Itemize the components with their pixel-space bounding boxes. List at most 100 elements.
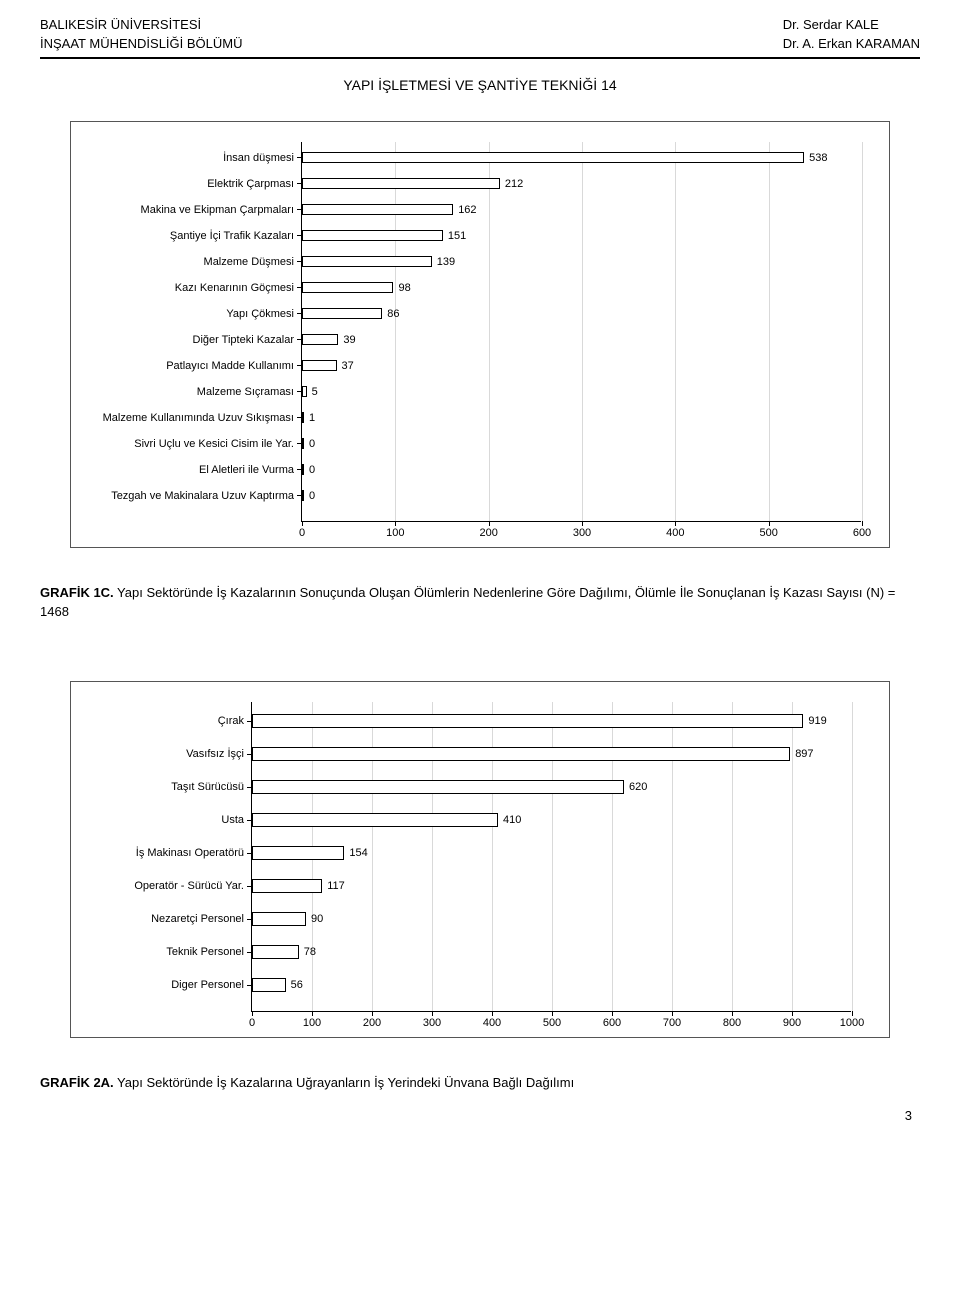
bar-value-label: 410 — [503, 814, 521, 826]
bar-value-label: 0 — [309, 464, 315, 476]
category-label: Operatör - Sürücü Yar. — [0, 880, 252, 892]
bar-row: Çırak919 — [252, 714, 827, 728]
bar — [302, 386, 307, 397]
bar-row: Şantiye İçi Trafik Kazaları151 — [302, 230, 466, 242]
bar-row: Elektrik Çarpması212 — [302, 178, 523, 190]
header-right: Dr. Serdar KALE Dr. A. Erkan KARAMAN — [783, 16, 920, 54]
category-label: Usta — [0, 814, 252, 826]
bar-row: Diğer Tipteki Kazalar39 — [302, 334, 356, 346]
bar — [302, 282, 393, 293]
caption-1c: GRAFİK 1C. Yapı Sektöründe İş Kazalarını… — [40, 584, 920, 622]
bar-value-label: 117 — [327, 880, 345, 892]
bar — [252, 747, 790, 761]
bar — [302, 204, 453, 215]
caption-1c-text: Yapı Sektöründe İş Kazalarının Sonuçunda… — [40, 585, 895, 619]
bar — [302, 152, 804, 163]
bar-value-label: 90 — [311, 913, 323, 925]
bar-value-label: 538 — [809, 152, 827, 164]
header-rule — [40, 57, 920, 59]
bar — [302, 360, 337, 371]
x-tick-label: 800 — [723, 1017, 741, 1029]
category-label: Taşıt Sürücüsü — [0, 781, 252, 793]
bar-row: Kazı Kenarının Göçmesi98 — [302, 282, 411, 294]
category-label: Sivri Uçlu ve Kesici Cisim ile Yar. — [42, 438, 302, 450]
bar-value-label: 212 — [505, 178, 523, 190]
caption-2a-label: GRAFİK 2A. — [40, 1075, 114, 1090]
bar-value-label: 0 — [309, 438, 315, 450]
header-left: BALIKESİR ÜNİVERSİTESİ İNŞAAT MÜHENDİSLİ… — [40, 16, 243, 54]
bar — [252, 813, 498, 827]
category-label: İnsan düşmesi — [42, 152, 302, 164]
bar-row: El Aletleri ile Vurma0 — [302, 464, 315, 476]
chart2-plot-area: 01002003004005006007008009001000Çırak919… — [251, 702, 851, 1012]
category-label: Diğer Tipteki Kazalar — [42, 334, 302, 346]
bar — [302, 334, 338, 345]
x-tick-label: 400 — [666, 527, 684, 539]
category-label: Tezgah ve Makinalara Uzuv Kaptırma — [42, 490, 302, 502]
category-label: Yapı Çökmesi — [42, 308, 302, 320]
chart-2a: 01002003004005006007008009001000Çırak919… — [70, 681, 890, 1038]
bar — [302, 490, 304, 501]
x-tick-label: 300 — [573, 527, 591, 539]
bar — [252, 714, 803, 728]
bar-value-label: 897 — [795, 748, 813, 760]
category-label: Teknik Personel — [0, 946, 252, 958]
page-number: 3 — [905, 1108, 912, 1123]
gridline — [489, 142, 490, 521]
bar-value-label: 919 — [808, 715, 826, 727]
category-label: Malzeme Sıçraması — [42, 386, 302, 398]
header-right-line1: Dr. Serdar KALE — [783, 16, 920, 35]
gridline — [395, 142, 396, 521]
category-label: Malzeme Kullanımında Uzuv Sıkışması — [42, 412, 302, 424]
bar-value-label: 37 — [342, 360, 354, 372]
x-tick-label: 600 — [853, 527, 871, 539]
bar-value-label: 154 — [349, 847, 367, 859]
category-label: İş Makinası Operatörü — [0, 847, 252, 859]
gridline — [582, 142, 583, 521]
bar-row: Teknik Personel78 — [252, 945, 316, 959]
bar-row: Diger Personel56 — [252, 978, 303, 992]
bar — [302, 412, 304, 423]
x-tick-label: 1000 — [840, 1017, 864, 1029]
x-tick-label: 0 — [249, 1017, 255, 1029]
category-label: Malzeme Düşmesi — [42, 256, 302, 268]
bar — [252, 846, 344, 860]
page-title: YAPI İŞLETMESİ VE ŞANTİYE TEKNİĞİ 14 — [40, 77, 920, 93]
bar-value-label: 56 — [291, 979, 303, 991]
bar-row: Malzeme Sıçraması5 — [302, 386, 318, 398]
bar-value-label: 98 — [398, 282, 410, 294]
category-label: Vasıfsız İşçi — [0, 748, 252, 760]
bar-row: Usta410 — [252, 813, 521, 827]
bar — [252, 945, 299, 959]
bar-value-label: 0 — [309, 490, 315, 502]
header-left-line2: İNŞAAT MÜHENDİSLİĞİ BÖLÜMÜ — [40, 35, 243, 54]
bar — [252, 912, 306, 926]
bar-row: Tezgah ve Makinalara Uzuv Kaptırma0 — [302, 490, 315, 502]
bar — [302, 230, 443, 241]
bar-row: Operatör - Sürücü Yar.117 — [252, 879, 345, 893]
x-tick-label: 900 — [783, 1017, 801, 1029]
x-tick-label: 500 — [759, 527, 777, 539]
category-label: Kazı Kenarının Göçmesi — [42, 282, 302, 294]
gridline — [862, 142, 863, 521]
bar-row: Makina ve Ekipman Çarpmaları162 — [302, 204, 477, 216]
bar — [302, 308, 382, 319]
category-label: Şantiye İçi Trafik Kazaları — [42, 230, 302, 242]
gridline — [675, 142, 676, 521]
caption-2a: GRAFİK 2A. Yapı Sektöründe İş Kazalarına… — [40, 1074, 920, 1093]
category-label: Makina ve Ekipman Çarpmaları — [42, 204, 302, 216]
bar-row: Nezaretçi Personel90 — [252, 912, 323, 926]
category-label: Patlayıcı Madde Kullanımı — [42, 360, 302, 372]
bar-row: İnsan düşmesi538 — [302, 152, 827, 164]
bar — [302, 438, 304, 449]
bar-row: İş Makinası Operatörü154 — [252, 846, 368, 860]
category-label: Diger Personel — [0, 979, 252, 991]
x-tick-label: 700 — [663, 1017, 681, 1029]
bar — [302, 178, 500, 189]
x-tick-label: 200 — [479, 527, 497, 539]
bar-row: Vasıfsız İşçi897 — [252, 747, 814, 761]
x-tick-label: 0 — [299, 527, 305, 539]
bar — [302, 464, 304, 475]
bar-value-label: 78 — [304, 946, 316, 958]
x-tick-label: 300 — [423, 1017, 441, 1029]
